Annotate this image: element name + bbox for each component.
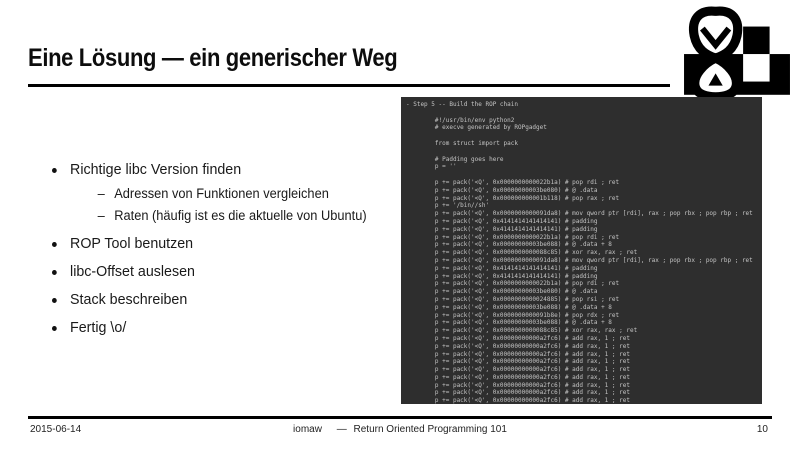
footer-date: 2015-06-14 (30, 424, 82, 435)
dash-icon: – (97, 186, 105, 201)
bullet-item: Stack beschreiben (52, 292, 394, 308)
code-panel: - Step 5 -- Build the ROP chain #!/usr/b… (401, 97, 762, 404)
bullet-item: ROP Tool benutzen (52, 236, 394, 252)
bullet-item: Fertig \o/ (52, 320, 394, 336)
bullet-item: Richtige libc Version finden (52, 162, 394, 178)
bullet-label: Richtige libc Version finden (70, 161, 242, 178)
bullet-dot-icon (52, 297, 57, 303)
footer-deck-title: Return Oriented Programming 101 (353, 424, 507, 435)
sub-bullet-item: – Adressen von Funktionen vergleichen (98, 186, 394, 201)
bullet-dot-icon (52, 269, 57, 275)
footer-center: iomaw — Return Oriented Programming 101 (0, 424, 800, 435)
bullet-dot-icon (52, 325, 57, 331)
sub-bullet-item: – Raten (häufig ist es die aktuelle von … (98, 208, 394, 223)
bullet-label: Stack beschreiben (70, 291, 188, 308)
footer-separator: — (336, 424, 347, 435)
sub-bullet-label: Adressen von Funktionen vergleichen (114, 186, 329, 201)
bullet-label: libc-Offset auslesen (70, 263, 195, 280)
hourglass-logo-icon (682, 4, 792, 102)
sub-bullet-label: Raten (häufig ist es die aktuelle von Ub… (114, 208, 367, 223)
bullet-label: Fertig \o/ (70, 319, 127, 336)
footer-author: iomaw (293, 424, 322, 435)
footer-divider (28, 416, 772, 419)
bullet-item: libc-Offset auslesen (52, 264, 394, 280)
footer-page-number: 10 (756, 424, 768, 435)
bullet-label: ROP Tool benutzen (70, 235, 194, 252)
bullet-list: Richtige libc Version finden – Adressen … (52, 162, 394, 336)
dash-icon: – (97, 208, 105, 223)
bullet-dot-icon (52, 241, 57, 247)
slide-title: Eine Lösung — ein generischer Weg (28, 44, 398, 72)
title-divider (28, 84, 670, 87)
rop-chain-code: - Step 5 -- Build the ROP chain #!/usr/b… (406, 101, 753, 404)
bullet-dot-icon (52, 167, 57, 173)
